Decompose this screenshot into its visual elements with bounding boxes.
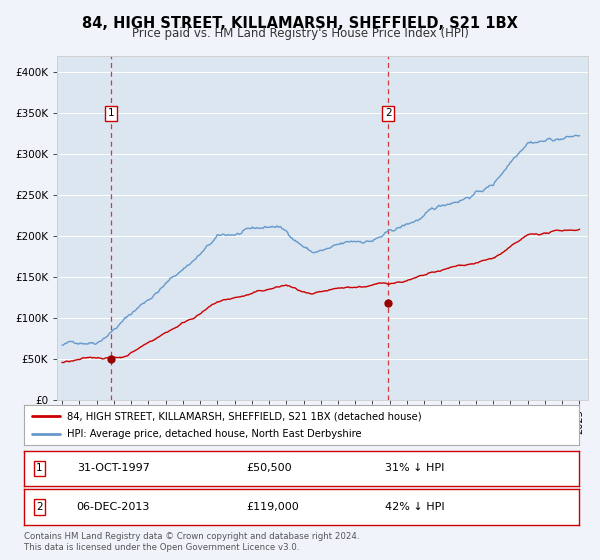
Text: 2: 2 bbox=[385, 109, 392, 118]
Text: 31-OCT-1997: 31-OCT-1997 bbox=[77, 464, 149, 473]
Text: Contains HM Land Registry data © Crown copyright and database right 2024.: Contains HM Land Registry data © Crown c… bbox=[24, 532, 359, 541]
Text: 84, HIGH STREET, KILLAMARSH, SHEFFIELD, S21 1BX: 84, HIGH STREET, KILLAMARSH, SHEFFIELD, … bbox=[82, 16, 518, 31]
Text: 2: 2 bbox=[36, 502, 43, 512]
Text: £50,500: £50,500 bbox=[246, 464, 292, 473]
Text: 84, HIGH STREET, KILLAMARSH, SHEFFIELD, S21 1BX (detached house): 84, HIGH STREET, KILLAMARSH, SHEFFIELD, … bbox=[67, 411, 421, 421]
Text: Price paid vs. HM Land Registry's House Price Index (HPI): Price paid vs. HM Land Registry's House … bbox=[131, 27, 469, 40]
Text: 06-DEC-2013: 06-DEC-2013 bbox=[77, 502, 150, 512]
Text: 1: 1 bbox=[107, 109, 114, 118]
Text: This data is licensed under the Open Government Licence v3.0.: This data is licensed under the Open Gov… bbox=[24, 543, 299, 552]
Text: 42% ↓ HPI: 42% ↓ HPI bbox=[385, 502, 445, 512]
Text: £119,000: £119,000 bbox=[246, 502, 299, 512]
Text: 1: 1 bbox=[36, 464, 43, 473]
Text: HPI: Average price, detached house, North East Derbyshire: HPI: Average price, detached house, Nort… bbox=[67, 429, 361, 439]
Text: 31% ↓ HPI: 31% ↓ HPI bbox=[385, 464, 444, 473]
